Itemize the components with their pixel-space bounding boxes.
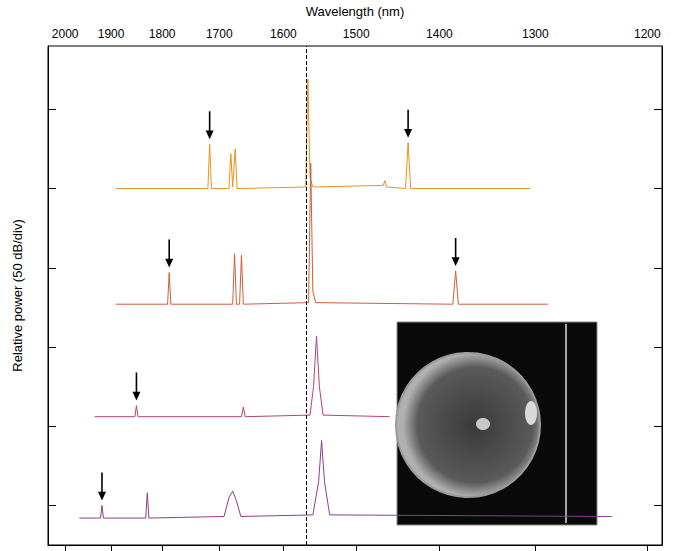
svg-text:1200: 1200 (634, 27, 661, 41)
svg-text:1700: 1700 (206, 27, 233, 41)
svg-text:Relative power (50 dB/div): Relative power (50 dB/div) (10, 219, 25, 371)
svg-text:1800: 1800 (149, 27, 176, 41)
svg-text:Wavelength (nm): Wavelength (nm) (306, 4, 405, 19)
svg-text:1600: 1600 (270, 27, 297, 41)
svg-text:1900: 1900 (98, 27, 125, 41)
svg-text:1400: 1400 (426, 27, 453, 41)
svg-text:1300: 1300 (522, 27, 549, 41)
svg-text:2000: 2000 (52, 27, 79, 41)
svg-text:1500: 1500 (343, 27, 370, 41)
